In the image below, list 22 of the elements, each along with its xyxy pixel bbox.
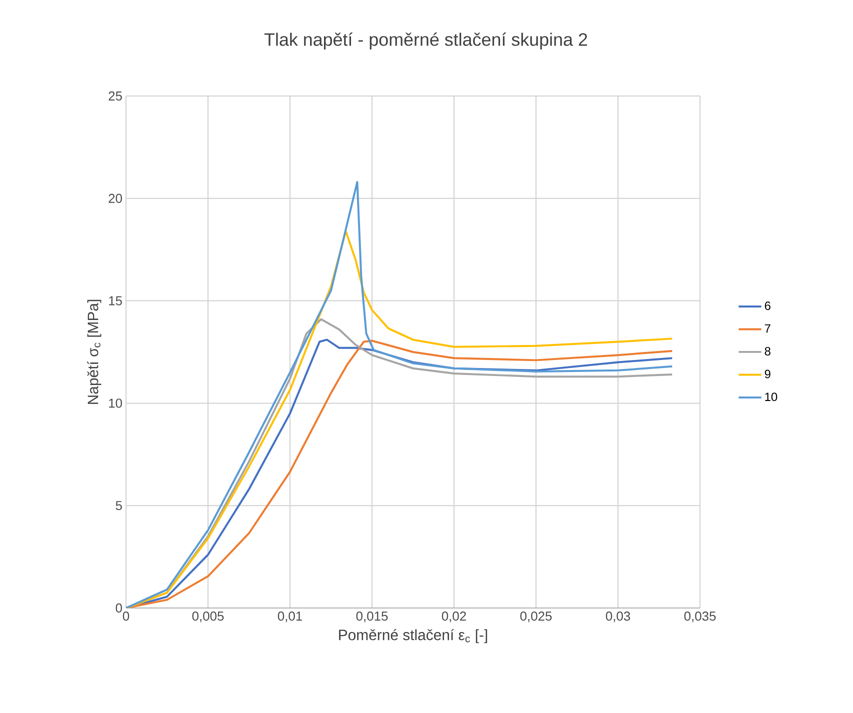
x-axis-title: Poměrné stlačení ε$_{c}$ [-] — [339, 629, 488, 644]
y-tick-label: 15 — [109, 296, 122, 306]
x-tick-label: 0,025 — [520, 612, 552, 622]
y-axis-title: Napětí σ$_{c}$ [MPa] — [87, 300, 102, 404]
legend-label: 7 — [764, 324, 770, 333]
legend-label: 8 — [764, 347, 770, 356]
y-tick-label: 25 — [108, 91, 122, 101]
x-tick-label: 0,03 — [606, 612, 630, 622]
legend-label: 9 — [764, 370, 770, 378]
x-tick-label: 0,01 — [278, 612, 302, 622]
y-tick-label: 0 — [116, 603, 122, 613]
x-tick-label: 0,035 — [684, 612, 716, 622]
x-tick-label: 0,02 — [442, 612, 466, 622]
y-tick-label: 20 — [108, 194, 122, 203]
y-tick-label: 5 — [116, 501, 122, 510]
x-tick-label: 0,015 — [356, 612, 388, 622]
legend-label: 10 — [765, 392, 778, 402]
x-tick-label: 0,005 — [192, 612, 224, 622]
x-tick-label: 0 — [122, 612, 130, 621]
chart-title: Tlak napětí - poměrné stlačení skupina 2 — [264, 32, 588, 50]
y-tick-label: 10 — [109, 398, 122, 408]
legend-label: 6 — [764, 302, 770, 310]
